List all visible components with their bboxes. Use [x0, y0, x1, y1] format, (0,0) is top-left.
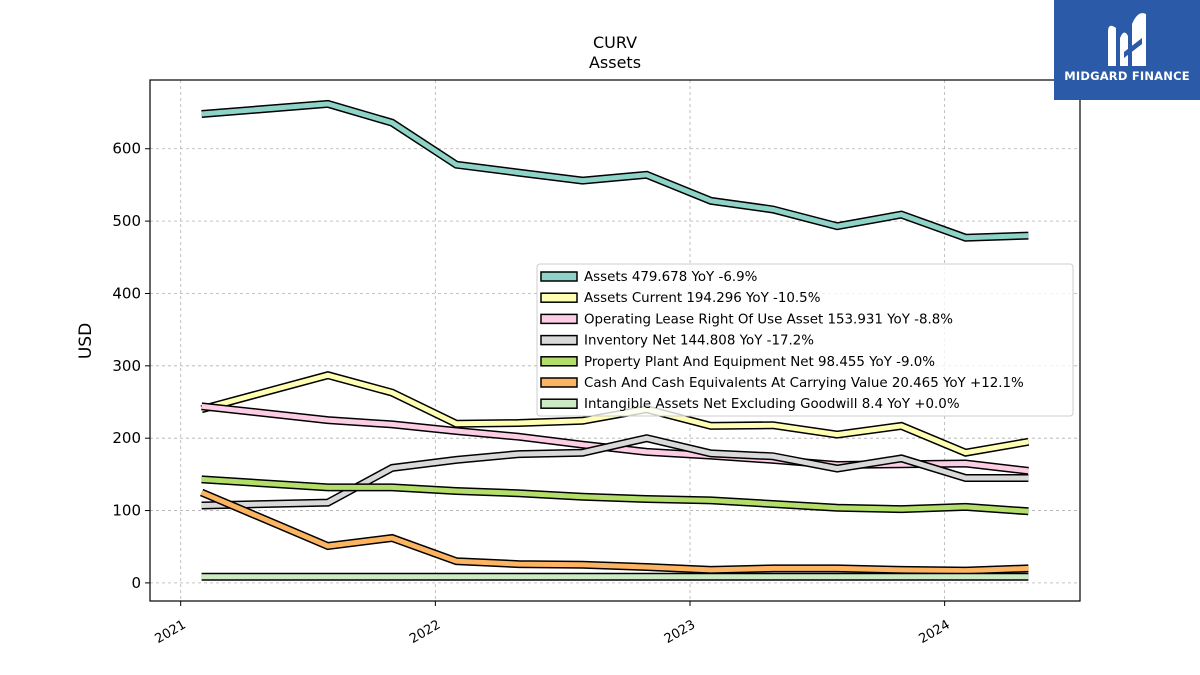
legend-swatch — [540, 398, 578, 409]
series-operating-lease-right-of-use-asset — [201, 402, 1029, 475]
series-inventory-net — [201, 434, 1029, 510]
legend-item: Operating Lease Right Of Use Asset 153.9… — [540, 312, 953, 327]
y-tick-label: 600 — [112, 140, 141, 158]
legend-box — [536, 263, 1074, 417]
legend-label: Assets 479.678 YoY -6.9% — [584, 270, 757, 285]
legend: Assets 479.678 YoY -6.9% Assets Current 1… — [536, 263, 1074, 417]
legend-swatch — [540, 313, 578, 325]
legend-label: Property Plant And Equipment Net 98.455 … — [584, 355, 935, 370]
chart-subtitle: Assets — [588, 53, 642, 72]
series-assets — [201, 99, 1029, 242]
legend-item: Assets 479.678 YoY -6.9% — [540, 270, 757, 285]
legend-label: Operating Lease Right Of Use Asset 153.9… — [584, 312, 953, 327]
legend-swatch — [540, 356, 578, 367]
legend-swatch — [540, 377, 578, 388]
logo-text: MIDGARD FINANCE — [1064, 69, 1190, 83]
y-tick-label: 200 — [112, 429, 141, 447]
y-tick-label: 0 — [131, 574, 141, 592]
plot-frame — [149, 79, 1081, 602]
legend-item: Property Plant And Equipment Net 98.455 … — [540, 355, 935, 370]
y-axis-label: USD — [76, 323, 96, 359]
series-property-plant-and-equipment-net — [201, 475, 1029, 516]
legend-item: Assets Current 194.296 YoY -10.5% — [540, 291, 820, 306]
x-tick-label: 2022 — [407, 617, 443, 647]
y-tick-label: 400 — [112, 284, 141, 302]
series-line — [201, 403, 1029, 474]
y-tick-label: 100 — [112, 502, 141, 520]
brand-logo: MIDGARD FINANCE — [1054, 0, 1200, 100]
legend-label: Intangible Assets Net Excluding Goodwill… — [584, 397, 960, 412]
y-tick-label: 300 — [112, 357, 141, 375]
legend-label: Inventory Net 144.808 YoY -17.2% — [584, 334, 814, 349]
chart-title: CURV — [592, 33, 638, 52]
series-line — [201, 435, 1029, 508]
legend-label: Cash And Cash Equivalents At Carrying Va… — [584, 376, 1024, 391]
x-tick-label: 2023 — [662, 617, 698, 647]
legend-swatch — [540, 334, 578, 346]
series-cash-and-cash-equivalents-at-carrying-value — [200, 488, 1029, 575]
legend-item: Intangible Assets Net Excluding Goodwill… — [540, 397, 960, 412]
series-line — [200, 490, 1029, 574]
legend-label: Assets Current 194.296 YoY -10.5% — [584, 291, 820, 306]
x-tick-label: 2021 — [153, 617, 189, 647]
series-lines — [200, 99, 1030, 581]
legend-item: Inventory Net 144.808 YoY -17.2% — [540, 334, 814, 349]
x-tick-label: 2024 — [916, 617, 952, 647]
legend-item: Cash And Cash Equivalents At Carrying Va… — [540, 376, 1024, 391]
midgard-logo-icon — [1108, 13, 1146, 66]
series-line — [201, 476, 1029, 514]
legend-swatch — [540, 292, 578, 303]
legend-swatch — [540, 271, 578, 282]
series-line — [201, 101, 1029, 241]
y-tick-label: 500 — [112, 212, 141, 230]
